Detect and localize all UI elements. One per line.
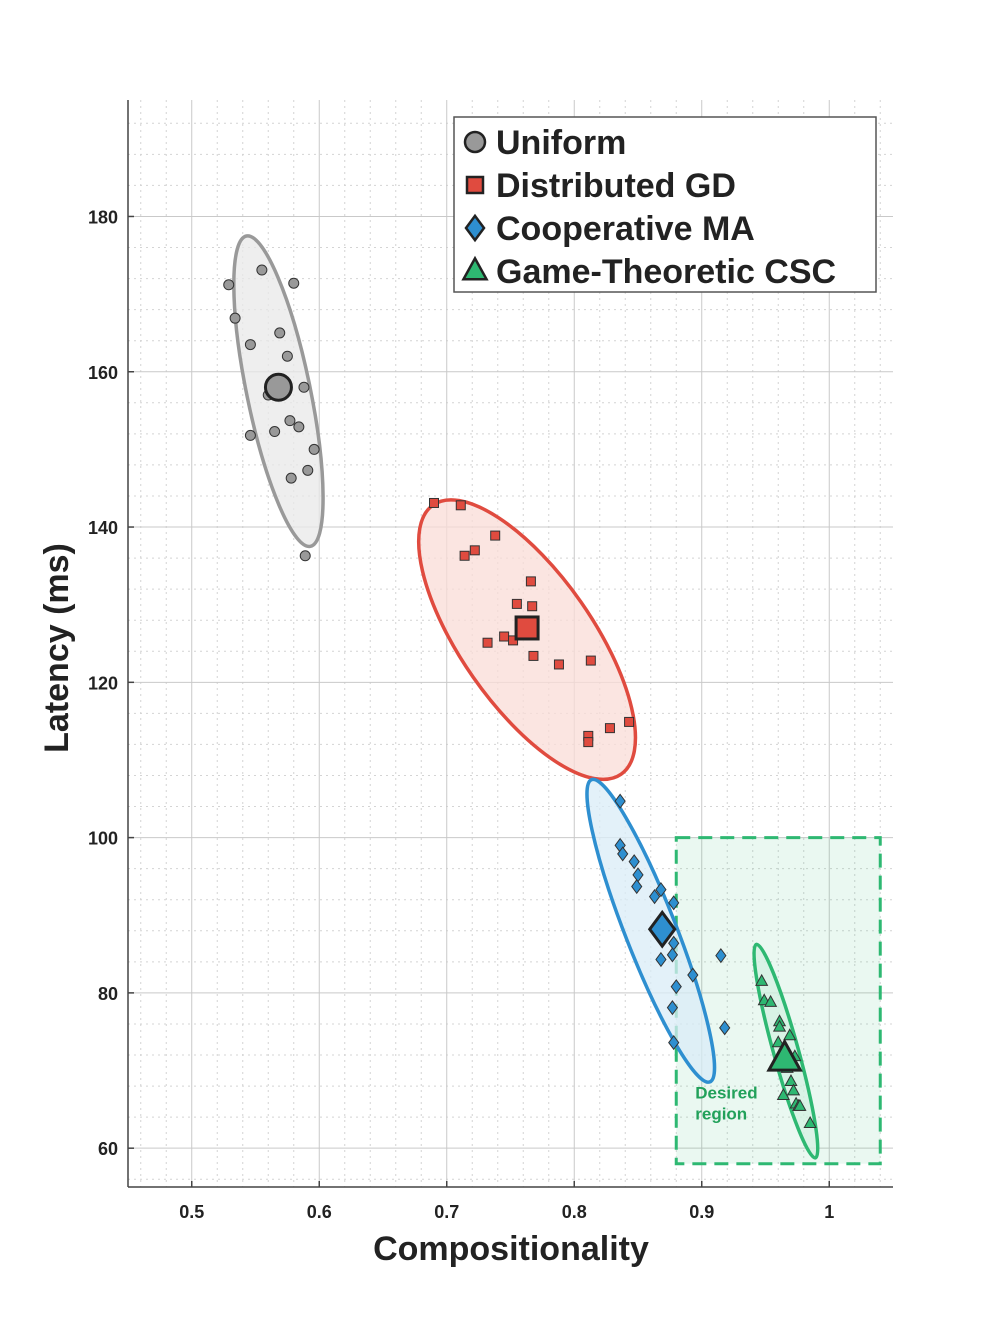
- data-point-cooperative-ma: [668, 895, 680, 911]
- data-point-distributed-gd: [469, 545, 480, 556]
- y-axis-label: Latency (ms): [38, 543, 76, 753]
- legend-label-uniform: Uniform: [496, 124, 626, 162]
- data-point-distributed-gd: [459, 550, 470, 561]
- data-point-cooperative-ma: [628, 854, 640, 870]
- x-tick-label: 0.9: [689, 1202, 714, 1222]
- mean-marker-layer: [263, 372, 803, 1072]
- data-point-game-theoretic-csc: [755, 973, 769, 986]
- desired-region-label: Desired: [695, 1084, 757, 1103]
- data-point-cooperative-ma: [719, 1020, 731, 1036]
- data-point-uniform: [285, 472, 297, 484]
- data-point-distributed-gd: [604, 723, 615, 734]
- x-tick-label: 1: [824, 1202, 834, 1222]
- x-axis-label: Compositionality: [373, 1230, 649, 1268]
- data-point-cooperative-ma: [666, 1000, 679, 1016]
- data-point-cooperative-ma: [655, 882, 667, 898]
- y-tick-label: 140: [88, 518, 118, 538]
- data-point-game-theoretic-csc: [771, 1035, 785, 1048]
- data-point-distributed-gd: [490, 530, 501, 541]
- data-point-distributed-gd: [553, 659, 564, 670]
- data-point-uniform: [256, 264, 268, 276]
- data-point-uniform: [269, 426, 281, 438]
- data-point-cooperative-ma: [666, 947, 679, 963]
- data-point-distributed-gd: [429, 497, 439, 508]
- x-tick-label: 0.5: [179, 1202, 204, 1222]
- data-point-cooperative-ma: [655, 951, 667, 968]
- data-point-uniform: [302, 464, 314, 476]
- y-tick-label: 60: [98, 1139, 118, 1159]
- data-point-cooperative-ma: [668, 1034, 680, 1051]
- legend-marker-game-theoretic-csc: [461, 255, 489, 281]
- y-tick-label: 120: [88, 673, 118, 693]
- data-point-distributed-gd: [527, 601, 538, 612]
- data-point-uniform: [229, 312, 241, 324]
- data-point-distributed-gd: [511, 598, 522, 609]
- data-point-game-theoretic-csc: [783, 1028, 797, 1041]
- legend-label-distributed-gd: Distributed GD: [496, 167, 736, 205]
- data-point-cooperative-ma: [631, 878, 643, 895]
- data-point-game-theoretic-csc: [776, 1088, 790, 1101]
- data-point-game-theoretic-csc: [784, 1074, 798, 1087]
- data-point-uniform: [281, 350, 293, 362]
- data-point-distributed-gd: [624, 716, 635, 727]
- x-tick-label: 0.7: [434, 1202, 459, 1222]
- legend-marker-cooperative-ma: [464, 213, 486, 243]
- legend: Uniform Distributed GD Cooperative MA Game-…: [453, 116, 877, 293]
- data-point-uniform: [293, 421, 305, 433]
- legend-marker-distributed-gd: [465, 175, 485, 195]
- data-point-distributed-gd: [499, 631, 510, 642]
- data-point-cooperative-ma: [617, 846, 629, 862]
- x-tick-label: 0.6: [307, 1202, 332, 1222]
- y-tick-label: 80: [98, 984, 118, 1004]
- data-point-uniform: [288, 277, 300, 289]
- y-tick-label: 160: [88, 363, 118, 383]
- data-point-cooperative-ma: [614, 793, 626, 809]
- legend-marker-uniform: [463, 130, 487, 154]
- mean-marker-distributed-gd: [514, 615, 540, 641]
- point-layer: [223, 264, 817, 1128]
- data-point-game-theoretic-csc: [793, 1098, 807, 1111]
- x-tick-label: 0.8: [562, 1202, 587, 1222]
- data-point-distributed-gd: [585, 655, 596, 666]
- data-point-cooperative-ma: [715, 948, 727, 964]
- legend-label-game-theoretic-csc: Game-Theoretic CSC: [496, 253, 836, 291]
- data-point-cooperative-ma: [687, 967, 699, 983]
- data-point-distributed-gd: [525, 576, 536, 587]
- data-point-game-theoretic-csc: [786, 1083, 801, 1096]
- data-point-cooperative-ma: [670, 979, 682, 995]
- data-point-uniform: [284, 415, 296, 427]
- data-point-uniform: [274, 327, 286, 339]
- data-point-distributed-gd: [455, 500, 466, 511]
- data-point-game-theoretic-csc: [763, 994, 778, 1007]
- data-point-distributed-gd: [528, 650, 539, 661]
- data-point-uniform: [308, 443, 320, 455]
- data-point-uniform: [223, 279, 235, 291]
- data-point-game-theoretic-csc: [772, 1019, 787, 1032]
- data-point-uniform: [244, 339, 256, 351]
- data-point-uniform: [299, 550, 311, 562]
- y-tick-label: 180: [88, 207, 118, 227]
- legend-label-cooperative-ma: Cooperative MA: [496, 210, 755, 248]
- legend-box: [453, 116, 877, 293]
- y-tick-label: 100: [88, 829, 118, 849]
- desired-region-label: region: [695, 1105, 747, 1124]
- data-point-game-theoretic-csc: [803, 1115, 817, 1128]
- mean-marker-uniform: [263, 372, 293, 402]
- data-point-distributed-gd: [583, 737, 594, 748]
- data-point-cooperative-ma: [648, 889, 661, 905]
- data-point-uniform: [244, 429, 256, 441]
- data-point-distributed-gd: [482, 637, 493, 648]
- mean-marker-game-theoretic-csc: [766, 1038, 803, 1072]
- mean-marker-cooperative-ma: [647, 909, 677, 949]
- data-point-uniform: [298, 381, 310, 393]
